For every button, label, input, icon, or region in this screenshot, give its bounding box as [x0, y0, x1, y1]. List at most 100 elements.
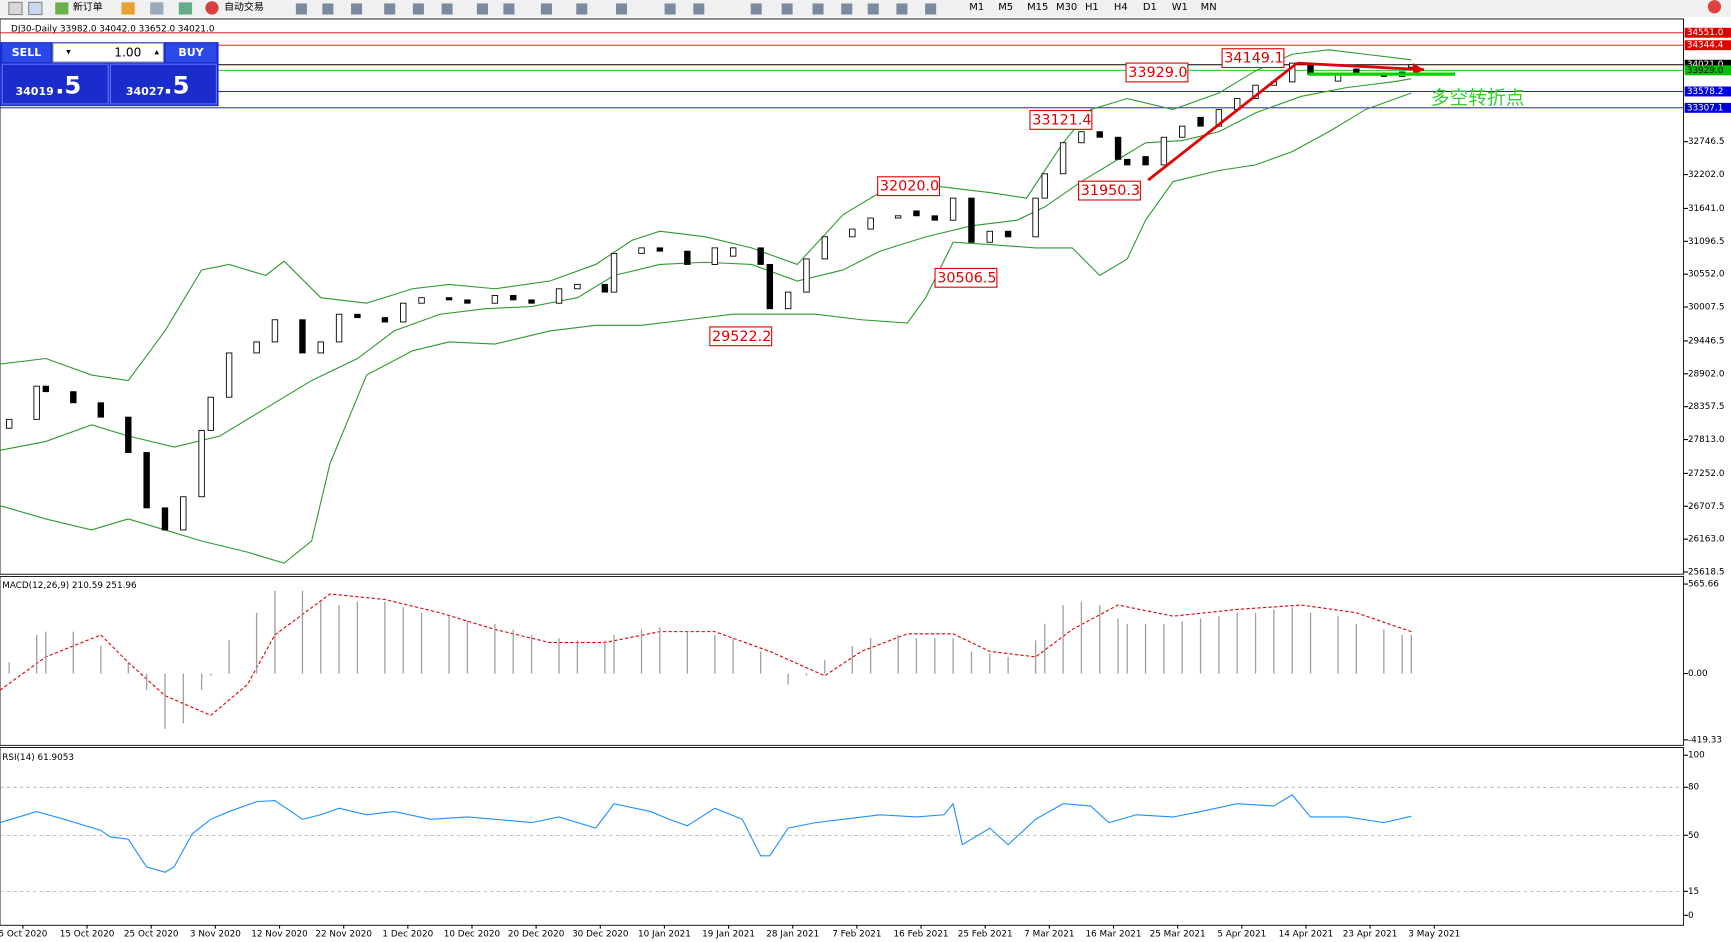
toolbar-icon[interactable]	[178, 2, 193, 15]
timeframe-button[interactable]: D1	[1143, 2, 1157, 13]
candle	[42, 385, 50, 393]
x-tick-label: 3 May 2021	[1408, 930, 1460, 940]
buy-price-box[interactable]	[109, 63, 217, 105]
x-tick-label: 10 Jan 2021	[638, 930, 691, 940]
volume-up[interactable]: ▴	[155, 48, 160, 58]
y-tick-label: 28902.0	[1688, 369, 1725, 379]
alert-icon[interactable]	[1707, 0, 1722, 14]
annotation-text: 32020.0	[880, 179, 939, 195]
y-tick-label: 565.66	[1688, 580, 1719, 590]
y-tick-label: 28357.5	[1688, 402, 1725, 412]
volume-value[interactable]: 1.00	[114, 46, 141, 60]
candle	[1096, 131, 1103, 138]
y-tick-label: 32202.0	[1688, 170, 1725, 180]
toolbar-icon[interactable]	[121, 2, 135, 15]
annotation-text: 31950.3	[1081, 183, 1140, 199]
candle	[949, 197, 957, 221]
candle	[143, 452, 150, 509]
toolbar-icon[interactable]	[150, 2, 164, 15]
x-tick-label: 23 Apr 2021	[1343, 930, 1398, 940]
candle	[1289, 62, 1296, 83]
sell-button[interactable]	[2, 43, 51, 62]
buy-price-fraction[interactable]: .5	[163, 70, 189, 99]
auto-trading-button[interactable]: 自动交易	[224, 0, 264, 13]
candle	[33, 385, 40, 420]
timeframe-button[interactable]: M5	[998, 2, 1013, 13]
candle	[1032, 197, 1039, 238]
x-tick-label: 5 Apr 2021	[1217, 930, 1266, 940]
y-tick-label: 30007.5	[1688, 303, 1725, 313]
sell-price-fraction[interactable]: .5	[55, 70, 81, 99]
candle	[610, 252, 618, 293]
new-order-button[interactable]: 新订单	[73, 0, 103, 13]
timeframe-button[interactable]: MN	[1201, 2, 1217, 13]
y-tick-label: 31641.0	[1688, 204, 1725, 214]
y-tick-label: 100	[1688, 751, 1705, 761]
auto-trading-icon[interactable]	[205, 1, 219, 15]
timeframe-bar: M1 M5 M15 M30 H1 H4 D1 W1 MN	[969, 2, 1216, 13]
candle	[299, 319, 306, 354]
timeframe-button[interactable]: W1	[1172, 2, 1188, 13]
candle	[510, 294, 517, 301]
timeframe-button[interactable]: H4	[1114, 2, 1128, 13]
candle	[1059, 142, 1067, 175]
annotation-box	[1125, 62, 1189, 83]
sell-price-box[interactable]	[1, 63, 109, 105]
rsi-label: RSI(14) 61.9053	[2, 753, 74, 763]
price-level-tag	[1684, 40, 1731, 51]
x-tick-label: 15 Oct 2020	[60, 930, 115, 940]
candle	[5, 418, 13, 429]
toolbar-icon[interactable]	[28, 1, 43, 16]
timeframe-button[interactable]: M15	[1027, 2, 1048, 13]
candle	[1004, 230, 1012, 238]
annotations: 34149.1 33929.0 33121.4 32020.0 31950.3 30506…	[709, 48, 1285, 347]
candle	[180, 496, 187, 531]
buy-button[interactable]	[165, 43, 217, 62]
x-tick-label: 7 Mar 2021	[1024, 930, 1074, 940]
candle	[198, 429, 205, 498]
macd-label: MACD(12,26,9) 210.59 251.96	[2, 581, 137, 591]
x-tick-label: 14 Apr 2021	[1279, 930, 1334, 940]
x-tick-label: 25 Mar 2021	[1150, 930, 1206, 940]
y-tick-label: 30552.0	[1688, 270, 1725, 280]
annotation-box	[1029, 110, 1093, 130]
candle	[400, 302, 407, 323]
candle	[464, 299, 471, 304]
x-tick-label: 19 Jan 2021	[702, 930, 755, 940]
candle	[784, 291, 792, 310]
new-order-icon[interactable]	[55, 2, 69, 15]
y-tick-label: 15	[1688, 887, 1699, 897]
x-tick-label: 20 Dec 2020	[508, 930, 565, 940]
annotation-box	[934, 267, 998, 288]
toolbar	[0, 0, 1731, 17]
volume-down[interactable]: ▾	[66, 48, 71, 58]
y-tick-label: 25618.5	[1688, 568, 1725, 578]
timeframe-button[interactable]: M1	[969, 2, 984, 13]
candle	[968, 197, 975, 243]
candle	[803, 258, 810, 293]
candle	[931, 215, 938, 221]
candle	[354, 313, 361, 319]
trade-panel: SELL ▾ 1.00 ▴ BUY 34019 .5 34027 .5	[0, 42, 219, 107]
x-tick-label: 3 Nov 2020	[190, 930, 241, 940]
x-tick-label: 12 Nov 2020	[251, 930, 308, 940]
annotation-text: 30506.5	[937, 270, 996, 286]
candle	[894, 215, 902, 219]
timeframe-button[interactable]: H1	[1085, 2, 1099, 13]
buy-label[interactable]: BUY	[178, 46, 204, 59]
x-tick-label: 28 Jan 2021	[766, 930, 819, 940]
candle	[1179, 125, 1186, 138]
sell-label[interactable]: SELL	[12, 46, 42, 59]
timeframe-button[interactable]: M30	[1056, 2, 1077, 13]
volume-field[interactable]	[52, 42, 164, 63]
buy-price[interactable]: 34027	[126, 85, 164, 98]
candle	[1124, 158, 1131, 166]
toolbar-icon[interactable]	[8, 1, 23, 16]
annotation-box	[1221, 48, 1285, 69]
indicator-line	[0, 794, 1412, 873]
price-level-tag	[1684, 65, 1731, 76]
sell-price[interactable]: 34019	[15, 85, 53, 98]
marks: 32746.5 32202.0 31641.0 31096.5 30552.0 30007…	[0, 27, 1731, 940]
candle	[271, 319, 279, 343]
candle	[574, 283, 581, 290]
